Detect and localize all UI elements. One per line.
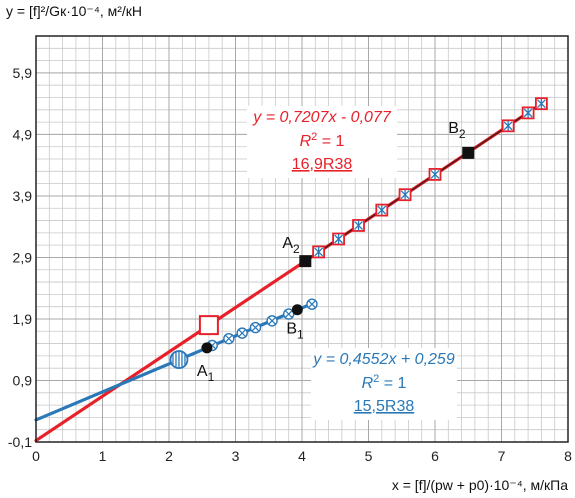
filled-square-marker bbox=[462, 146, 475, 159]
plot-frame bbox=[35, 35, 569, 443]
marker-star bbox=[503, 120, 513, 131]
square-star-marker bbox=[501, 119, 515, 133]
r2-exponent: 2 bbox=[311, 131, 317, 143]
plot-border bbox=[35, 35, 569, 443]
x-tick-label: 3 bbox=[232, 448, 240, 464]
marker-cross bbox=[238, 329, 246, 337]
circle-x-marker bbox=[223, 332, 235, 345]
circle-x-marker bbox=[283, 308, 295, 320]
marker-star bbox=[377, 205, 387, 216]
x-tick-label: 5 bbox=[365, 448, 373, 464]
circle-x-marker bbox=[266, 315, 278, 327]
blue-annotation: y = 0,4552x + 0,259 R2 = 1 15,5R38 bbox=[311, 348, 457, 420]
marker-star bbox=[334, 234, 344, 244]
y-tick-label: 1,9 bbox=[13, 311, 33, 327]
marker-cross bbox=[225, 334, 233, 343]
r2-symbol: R bbox=[300, 133, 312, 150]
circle-x-marker bbox=[306, 298, 318, 310]
square-star-marker bbox=[375, 203, 389, 217]
filled-circle-marker bbox=[291, 304, 303, 316]
series-code-label: 16,9R38 bbox=[292, 156, 353, 173]
marker-star bbox=[354, 220, 363, 231]
y-tick-label: 0,9 bbox=[13, 372, 33, 388]
y-tick-label: 5,9 bbox=[13, 65, 33, 81]
marker-star bbox=[430, 169, 440, 180]
r2-value: = 1 bbox=[379, 375, 406, 392]
r-squared-text: R2 = 1 bbox=[362, 373, 407, 392]
square-star-marker bbox=[428, 168, 442, 181]
x-tick-label: 2 bbox=[165, 448, 173, 464]
marker-cross bbox=[268, 316, 276, 325]
y-axis-title: y = [f]²/Gк·10⁻⁴, м²/кН bbox=[6, 3, 142, 19]
point-label-subscript: 2 bbox=[293, 242, 300, 256]
marker-star bbox=[536, 98, 546, 109]
x-tick-label: 6 bbox=[431, 448, 439, 464]
x-axis-title: x = [f]/(pw + p0)·10⁻⁴, м/кПа bbox=[392, 477, 568, 493]
square-star-marker bbox=[398, 188, 412, 202]
marker-dot bbox=[201, 342, 213, 354]
square-star-marker bbox=[521, 106, 535, 120]
marker-dot bbox=[291, 304, 303, 316]
circle-x-marker bbox=[236, 327, 248, 339]
circle-x-marker bbox=[249, 321, 262, 334]
y-tick-label: 2,9 bbox=[13, 249, 33, 265]
square-star-marker bbox=[352, 219, 365, 232]
marker-star bbox=[314, 246, 324, 257]
point-label-subscript: 1 bbox=[208, 370, 215, 384]
data-markers bbox=[169, 97, 548, 369]
marker-star bbox=[523, 107, 533, 118]
x-tick-label: 1 bbox=[99, 448, 107, 464]
open-square-large-marker bbox=[198, 315, 219, 336]
marker-cross bbox=[308, 300, 316, 309]
red-annotation: y = 0,7207x - 0,077 R2 = 1 16,9R38 bbox=[247, 106, 397, 178]
point-label-subscript: 1 bbox=[297, 328, 304, 342]
marker-square bbox=[462, 146, 475, 159]
x-tick-label: 7 bbox=[498, 448, 506, 464]
series-code-label: 15,5R38 bbox=[354, 398, 415, 415]
r2-symbol: R bbox=[362, 375, 374, 392]
annotation-box bbox=[247, 106, 397, 178]
square-star-marker bbox=[332, 232, 345, 246]
r2-value: = 1 bbox=[317, 133, 344, 150]
square-star-marker bbox=[535, 97, 548, 111]
y-tick-label: -0,1 bbox=[8, 434, 32, 450]
marker-square bbox=[198, 315, 219, 336]
marker-cross bbox=[251, 323, 260, 332]
grid bbox=[35, 35, 569, 443]
square-star-marker bbox=[312, 245, 326, 259]
r-squared-text: R2 = 1 bbox=[300, 131, 345, 150]
tick-labels: 0 1 2 3 4 5 6 7 8 -0,1 0,9 1,9 2,9 3,9 4,9 5,9 bbox=[8, 65, 572, 464]
hatched-circle-large-marker bbox=[169, 350, 189, 369]
equation-text: y = 0,4552x + 0,259 bbox=[312, 351, 455, 368]
equation-text: y = 0,7207x - 0,077 bbox=[252, 109, 392, 126]
marker-cross bbox=[284, 310, 293, 318]
x-tick-label: 4 bbox=[298, 448, 306, 464]
y-tick-label: 3,9 bbox=[13, 188, 33, 204]
x-tick-label: 0 bbox=[32, 448, 40, 464]
r2-exponent: 2 bbox=[373, 373, 379, 385]
marker-star bbox=[400, 189, 410, 200]
filled-circle-marker bbox=[201, 342, 213, 354]
annotation-box bbox=[311, 348, 457, 420]
marker-square bbox=[299, 255, 312, 268]
filled-square-marker bbox=[299, 255, 312, 268]
y-tick-label: 4,9 bbox=[13, 126, 33, 142]
x-tick-label: 8 bbox=[564, 448, 572, 464]
point-label-subscript: 2 bbox=[459, 127, 466, 141]
